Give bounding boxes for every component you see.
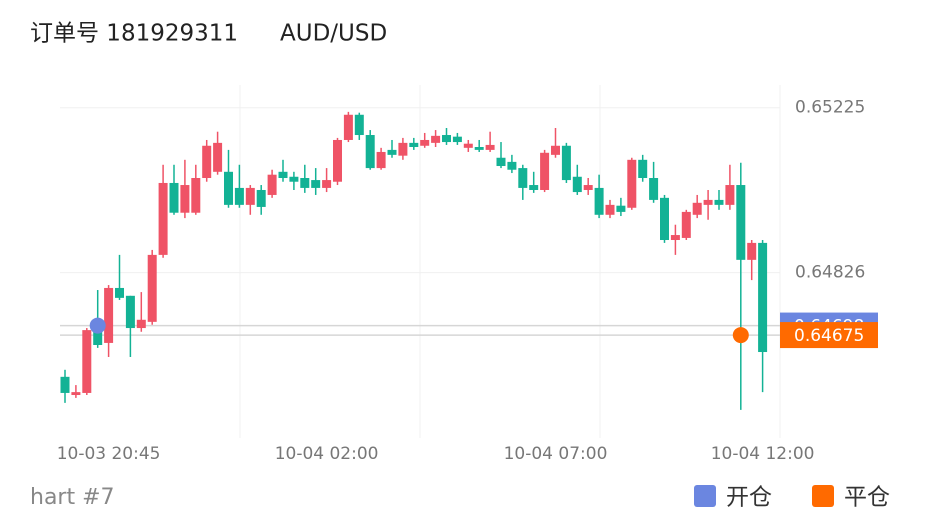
candle-body — [136, 319, 146, 329]
candle-body — [267, 174, 277, 195]
candle-body — [681, 211, 691, 238]
candle-body — [191, 178, 201, 213]
x-tick-label: 10-04 07:00 — [504, 444, 608, 464]
candle-body — [278, 171, 288, 179]
candle-body — [365, 135, 375, 169]
candle-body — [104, 287, 114, 343]
x-tick-label: 10-04 02:00 — [275, 444, 379, 464]
candle-body — [180, 185, 190, 213]
candle-body — [115, 287, 124, 298]
price-tag-label: 0.64675 — [794, 326, 864, 346]
candle-body — [158, 182, 168, 255]
candle-body — [496, 157, 506, 167]
candle-body — [670, 235, 680, 241]
y-tick-label: 0.65225 — [795, 98, 865, 118]
candle-body — [703, 199, 713, 205]
candle-body — [572, 176, 582, 193]
candle-body — [398, 142, 408, 156]
vertical-grid — [239, 85, 781, 438]
candle-body — [605, 204, 615, 215]
candle-body — [60, 376, 70, 393]
candle-body — [333, 139, 342, 182]
legend-open-swatch — [694, 485, 716, 507]
candle-body — [245, 187, 255, 205]
candle-body — [540, 152, 550, 190]
candle-body — [234, 187, 244, 205]
x-tick-label: 10-03 20:45 — [57, 444, 161, 464]
candle-body — [507, 161, 517, 170]
candle-body — [758, 242, 768, 353]
candle-body — [638, 159, 648, 179]
candle-body — [736, 185, 746, 260]
candle-body — [202, 145, 212, 179]
candle-body — [147, 254, 157, 322]
candle-body — [551, 145, 560, 155]
trade-marker — [89, 317, 106, 334]
candle-body — [71, 392, 81, 396]
candle-body — [420, 139, 430, 146]
candle-body — [322, 180, 332, 188]
candle-body — [594, 187, 604, 215]
symbol: AUD/USD — [280, 21, 387, 47]
candle-body — [354, 114, 364, 136]
candle-body — [485, 144, 495, 150]
y-tick-label: 0.64826 — [795, 263, 865, 283]
candle-body — [409, 142, 419, 148]
candle-body — [518, 168, 528, 188]
candle-body — [311, 180, 321, 188]
legend-close: 平仓 — [844, 485, 890, 511]
candle-body — [376, 151, 386, 169]
candle-body — [649, 178, 659, 200]
candle-body — [213, 142, 223, 172]
candle-body — [660, 197, 669, 241]
candle-body — [82, 330, 92, 393]
price-tag — [780, 322, 878, 349]
order-title: 订单号 181929311 — [30, 21, 238, 47]
candle-body — [300, 178, 310, 188]
candle-body — [561, 145, 571, 181]
candle-body — [627, 159, 637, 208]
trade-marker — [732, 327, 749, 344]
footer: hart #7 — [30, 485, 115, 510]
candle-body — [747, 242, 757, 260]
candle-body — [256, 189, 266, 207]
legend-close-swatch — [812, 485, 834, 507]
candle-body — [125, 295, 135, 329]
candle-body — [583, 185, 593, 190]
candle-body — [452, 136, 462, 143]
candle-body — [93, 330, 103, 345]
candle-body — [431, 135, 441, 143]
legend-open: 开仓 — [726, 485, 772, 511]
candle-body — [616, 205, 626, 212]
candle-body — [442, 135, 451, 143]
x-tick-label: 10-04 12:00 — [711, 444, 815, 464]
candle-body — [474, 147, 484, 150]
candle-body — [725, 185, 735, 205]
candle-body — [692, 202, 702, 215]
candle-body — [224, 171, 233, 205]
candle-body — [169, 182, 179, 213]
candle-body — [529, 185, 539, 190]
candle-body — [387, 149, 397, 155]
candle-body — [289, 176, 299, 182]
candle-body — [463, 143, 473, 148]
candle-body — [343, 114, 353, 140]
candle-body — [714, 199, 724, 205]
